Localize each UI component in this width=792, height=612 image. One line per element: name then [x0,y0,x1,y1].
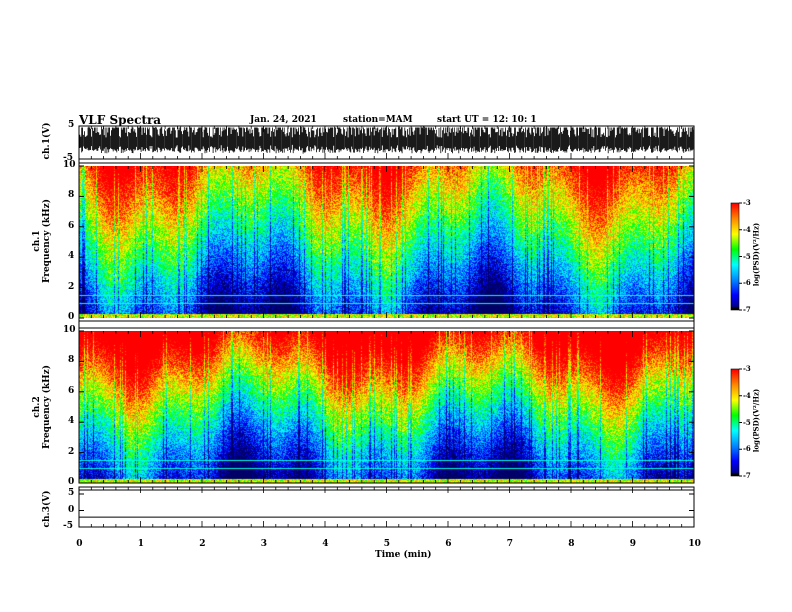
ch3-waveform-ylabel: ch.3(V) [42,490,52,528]
x-tick-label: 6 [445,539,452,549]
ch3-waveform-ytick-label: 0 [68,504,75,515]
ch2-spectrogram-ytick-label: 6 [68,385,75,396]
ch1-spectrogram-ytick-label: 2 [68,281,75,292]
ch1-waveform-ytick-label: -5 [63,153,73,163]
colorbar-frame [730,202,740,311]
colorbar-tick-label: -3 [743,364,751,373]
colorbar-tick-label: -3 [743,198,751,207]
x-tick-label: 10 [688,539,701,549]
ch1-spectrogram-ylabel-line2: Frequency (kHz) [42,199,52,284]
colorbar-tick-label: -6 [743,278,751,288]
ch2-spectrogram-ylabel-line1: ch.2 [32,396,42,418]
ch1-waveform-trace [78,126,695,154]
colorbar-tick-label: -7 [743,471,751,480]
ch3-waveform-ytick-label: -5 [63,521,73,531]
ch1-waveform-ytick-label: 5 [68,120,75,130]
x-tick-label: 4 [322,539,329,549]
colorbar-tick-label: -4 [743,390,751,400]
ch2-spectrogram-ytick-label: 10 [63,325,76,335]
x-axis-label: Time (min) [375,550,432,560]
ch2-colorbar [731,369,739,476]
x-tick-label: 9 [629,539,636,549]
x-tick-label: 5 [383,539,390,549]
colorbar-frame [730,368,740,477]
ch2-spectrogram-ytick-label: 0 [68,477,75,487]
ch2-spectrogram-ytick-label: 8 [68,355,75,366]
ch2-spectrogram-raster [79,331,694,483]
ch1-spectrogram-ytick-label: 8 [68,190,75,201]
ch1-colorbar-label: log(PSD)(V²/Hz) [751,222,761,287]
x-tick-label: 2 [199,539,206,549]
ch1-waveform-ylabel: ch.1(V) [42,122,52,160]
ch1-spectrogram-ylabel-line1: ch.1 [32,230,42,252]
x-tick-label: 0 [76,539,83,549]
chart-title: VLF Spectra [79,113,162,127]
ch1-spectrogram-ytick-label: 4 [68,251,75,262]
ch1-spectrogram-ytick-label: 6 [68,220,75,231]
ch3-waveform-ytick-label: 5 [68,488,75,498]
x-tick-label: 3 [260,539,267,549]
colorbar-tick-label: -6 [743,444,751,454]
colorbar-tick-label: -5 [743,251,751,261]
station-label: station=MAM [343,115,413,125]
ch1-colorbar [731,203,739,310]
x-tick-label: 1 [137,539,144,549]
x-tick-label: 8 [568,539,575,549]
colorbar-tick-label: -7 [743,305,751,314]
ch2-spectrogram-ytick-label: 4 [68,416,75,427]
ch2-spectrogram-ylabel-line2: Frequency (kHz) [42,365,52,450]
main-panel-frame [78,125,695,484]
start-time-label: start UT = 12: 10: 1 [437,115,537,125]
ch1-spectrogram-raster [79,166,694,318]
colorbar-tick-label: -5 [743,417,751,427]
date-label: Jan. 24, 2021 [250,115,317,125]
ch1-spectrogram-ytick-label: 10 [63,160,76,170]
ch1-spectrogram-ytick-label: 0 [68,312,75,322]
colorbar-tick-label: -4 [743,224,751,234]
ch2-colorbar-label: log(PSD)(V²/Hz) [751,388,761,453]
ch2-spectrogram-ytick-label: 2 [68,446,75,457]
x-tick-label: 7 [506,539,513,549]
